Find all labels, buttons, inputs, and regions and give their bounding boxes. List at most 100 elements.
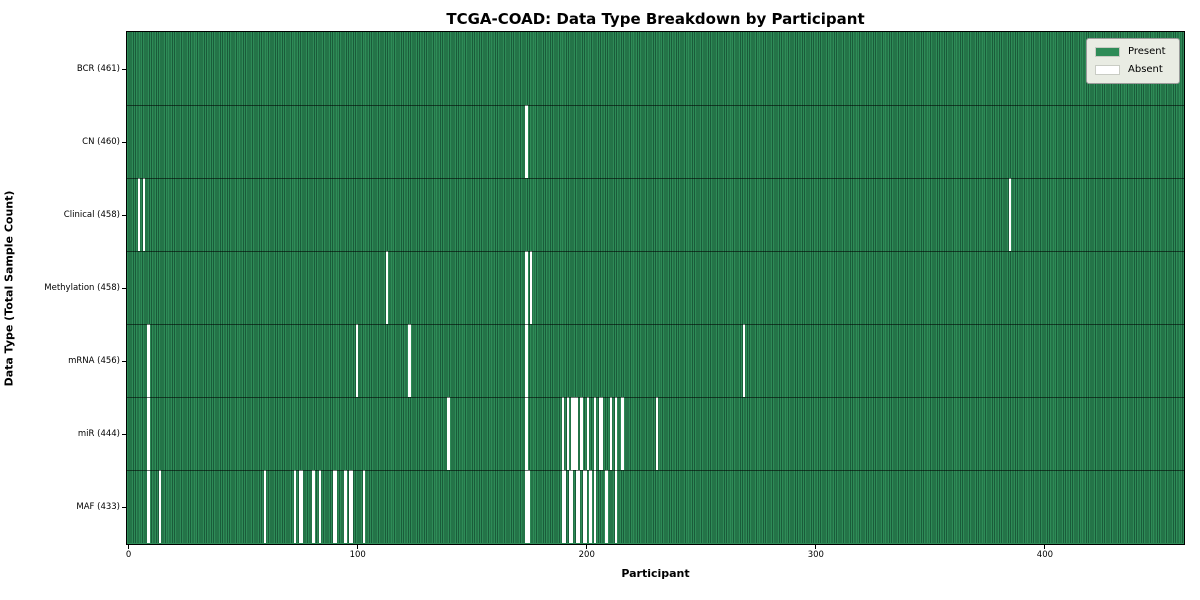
y-tick-mark xyxy=(122,433,126,435)
absent-stripe xyxy=(584,470,588,543)
absent-stripe xyxy=(447,397,450,470)
chart-title: TCGA-COAD: Data Type Breakdown by Partic… xyxy=(446,10,865,28)
absent-stripe xyxy=(385,251,388,324)
absent-stripe xyxy=(525,105,528,178)
legend-entry-present: Present xyxy=(1095,45,1172,59)
legend: Present Absent xyxy=(1086,38,1180,84)
absent-stripe xyxy=(147,470,150,543)
heatmap-row-CN xyxy=(127,105,1184,178)
y-tick-label: BCR (461) xyxy=(76,64,120,74)
absent-stripe xyxy=(319,470,322,543)
absent-stripe xyxy=(300,470,304,543)
absent-stripe xyxy=(408,324,411,397)
row-separator xyxy=(127,324,1184,325)
absent-stripe xyxy=(621,397,624,470)
absent-stripe xyxy=(598,397,601,470)
absent-stripe xyxy=(362,470,365,543)
absent-stripe xyxy=(568,470,572,543)
y-tick-mark xyxy=(122,360,126,362)
y-tick-mark xyxy=(122,141,126,143)
absent-stripe xyxy=(614,397,617,470)
absent-stripe xyxy=(525,251,528,324)
x-tick-mark xyxy=(357,545,359,549)
absent-stripe xyxy=(593,397,597,470)
absent-stripe xyxy=(312,470,315,543)
legend-entry-absent: Absent xyxy=(1095,63,1172,77)
absent-stripe xyxy=(147,324,150,397)
x-tick-label: 400 xyxy=(1036,550,1054,560)
absent-stripe xyxy=(655,397,659,470)
absent-stripe xyxy=(527,470,530,543)
absent-stripe xyxy=(351,470,354,543)
absent-stripe xyxy=(575,397,578,470)
absent-stripe xyxy=(298,470,301,543)
absent-stripe xyxy=(355,324,359,397)
x-tick-label: 100 xyxy=(349,550,366,560)
absent-stripe xyxy=(566,397,569,470)
x-tick-label: 0 xyxy=(125,550,132,560)
legend-label-absent: Absent xyxy=(1128,64,1163,75)
absent-stripe xyxy=(264,470,267,543)
row-separator xyxy=(127,178,1184,179)
absent-stripe xyxy=(582,470,585,543)
absent-stripe xyxy=(580,397,583,470)
x-tick-mark xyxy=(815,545,817,549)
absent-stripe xyxy=(344,470,347,543)
y-tick-label: CN (460) xyxy=(82,137,120,147)
x-tick-label: 200 xyxy=(578,550,595,560)
heatmap-row-mRNA xyxy=(127,324,1184,397)
absent-stripe xyxy=(742,324,746,397)
y-tick-label: mRNA (456) xyxy=(68,356,120,366)
absent-swatch-icon xyxy=(1095,65,1120,75)
y-tick-label: miR (444) xyxy=(77,429,120,439)
y-tick-label: Clinical (458) xyxy=(63,210,120,220)
absent-stripe xyxy=(147,397,150,470)
row-separator xyxy=(127,397,1184,398)
absent-stripe xyxy=(142,178,146,251)
y-tick-label: MAF (433) xyxy=(76,502,120,512)
absent-stripe xyxy=(564,470,567,543)
absent-stripe xyxy=(610,397,613,470)
heatmap-row-miR xyxy=(127,397,1184,470)
x-tick-mark xyxy=(1044,545,1046,549)
absent-stripe xyxy=(293,470,297,543)
heatmap-row-MAF xyxy=(127,470,1184,543)
absent-stripe xyxy=(529,251,533,324)
row-separator xyxy=(127,251,1184,252)
absent-stripe xyxy=(561,470,565,543)
absent-stripe xyxy=(525,324,528,397)
y-tick-mark xyxy=(122,68,126,70)
absent-stripe xyxy=(571,397,574,470)
y-tick-label: Methylation (458) xyxy=(44,283,120,293)
plot-area: Present Absent xyxy=(126,31,1185,545)
x-tick-label: 300 xyxy=(807,550,824,560)
absent-stripe xyxy=(593,470,597,543)
x-tick-mark xyxy=(128,545,130,549)
x-axis-label: Participant xyxy=(621,567,690,580)
heatmap-row-BCR xyxy=(127,32,1184,105)
absent-stripe xyxy=(600,397,604,470)
absent-stripe xyxy=(525,470,528,543)
absent-stripe xyxy=(348,470,352,543)
absent-stripe xyxy=(525,397,528,470)
absent-stripe xyxy=(587,397,590,470)
absent-stripe xyxy=(138,178,141,251)
absent-stripe xyxy=(332,470,336,543)
absent-stripe xyxy=(577,470,581,543)
legend-label-present: Present xyxy=(1128,46,1166,57)
row-separator xyxy=(127,105,1184,106)
present-swatch-icon xyxy=(1095,47,1120,57)
y-tick-mark xyxy=(122,287,126,289)
absent-stripe xyxy=(589,470,592,543)
heatmap-grid xyxy=(127,32,1184,544)
absent-stripe xyxy=(335,470,338,543)
absent-stripe xyxy=(1008,178,1011,251)
heatmap-row-Clinical xyxy=(127,178,1184,251)
absent-stripe xyxy=(605,470,608,543)
absent-stripe xyxy=(571,470,574,543)
absent-stripe xyxy=(573,397,576,470)
absent-stripe xyxy=(575,470,578,543)
absent-stripe xyxy=(158,470,162,543)
y-tick-mark xyxy=(122,506,126,508)
